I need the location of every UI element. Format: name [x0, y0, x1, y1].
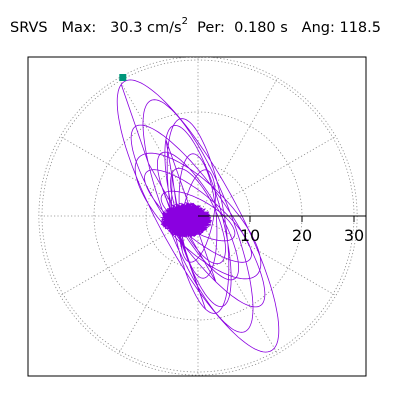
max-label: Max: [61, 19, 97, 36]
max-unit-exponent: 2 [181, 16, 188, 27]
ang-value: 118.5 [339, 19, 381, 36]
orbit-path [116, 79, 280, 353]
grid-spoke [59, 215, 199, 296]
per-value: 0.180 s [234, 19, 288, 36]
grid-spoke [197, 215, 278, 355]
grid-spoke [197, 77, 278, 217]
radial-ticks: 10 20 30 [240, 216, 364, 245]
ang-label: Ang: [301, 19, 335, 36]
tick-label: 30 [344, 226, 364, 245]
grid-spoke [118, 215, 199, 355]
grid-spoke [59, 136, 199, 217]
grid-spoke [197, 215, 337, 296]
max-value: 30.3 cm/s [110, 19, 182, 36]
tick-label: 20 [292, 226, 312, 245]
per-label: Per: [197, 19, 225, 36]
peak-marker [119, 74, 127, 81]
tick-label: 10 [240, 226, 260, 245]
orbit-trace [116, 79, 280, 353]
grid-spoke [118, 77, 199, 217]
grid-spoke [197, 136, 337, 217]
station-label: SRVS [10, 19, 48, 36]
chart-title: SRVS Max: 30.3 cm/s2 Per: 0.180 s Ang: 1… [10, 15, 381, 37]
